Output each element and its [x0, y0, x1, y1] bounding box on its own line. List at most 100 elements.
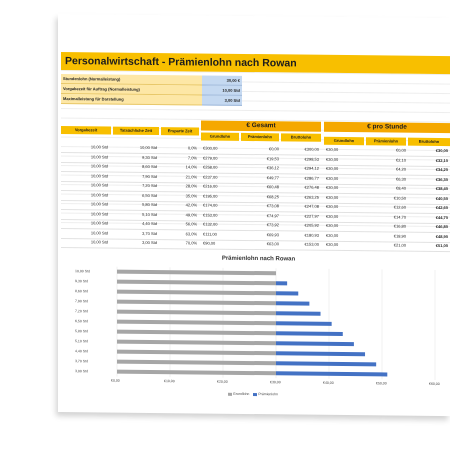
- table-cell[interactable]: 14,0%: [185, 164, 197, 170]
- table-cell[interactable]: €30,00: [326, 213, 339, 219]
- table-cell[interactable]: 70,0%: [185, 240, 197, 246]
- table-cell[interactable]: €40,50: [435, 195, 448, 201]
- table-cell[interactable]: €34,20: [435, 166, 448, 173]
- table-cell[interactable]: 3,70 Std: [142, 230, 157, 236]
- table-cell[interactable]: €8,40: [395, 185, 406, 191]
- table-cell[interactable]: €60,48: [266, 184, 279, 190]
- table-cell[interactable]: 4,40 Std: [142, 220, 157, 227]
- table-cell[interactable]: €111,00: [203, 231, 217, 237]
- table-cell[interactable]: €30,00: [326, 241, 339, 247]
- table-cell[interactable]: 10,00 Std: [90, 191, 108, 198]
- table-cell[interactable]: 6,50 Std: [142, 192, 157, 198]
- table-cell[interactable]: €30,00: [435, 147, 448, 154]
- table-cell[interactable]: €30,00: [326, 184, 339, 190]
- table-cell[interactable]: €30,00: [326, 165, 339, 171]
- table-cell[interactable]: 3,00 Std: [142, 239, 157, 246]
- table-cell[interactable]: €10,50: [393, 195, 406, 201]
- param-value[interactable]: 30,00 €: [202, 75, 242, 86]
- table-cell[interactable]: €69,93: [266, 231, 279, 237]
- table-cell[interactable]: €46,80: [435, 223, 448, 230]
- table-cell[interactable]: €18,90: [393, 233, 406, 239]
- table-cell[interactable]: €90,00: [203, 240, 216, 246]
- table-cell[interactable]: €276,48: [304, 184, 319, 190]
- table-cell[interactable]: €74,97: [266, 212, 279, 218]
- table-cell[interactable]: €73,08: [266, 203, 279, 209]
- table-cell[interactable]: 10,00 Std: [90, 163, 108, 169]
- table-cell[interactable]: €48,90: [435, 233, 448, 239]
- table-cell[interactable]: 10,00 Std: [90, 172, 108, 179]
- table-cell[interactable]: 10,00 Std: [90, 239, 108, 245]
- param-value[interactable]: 10,00 Std: [202, 85, 242, 96]
- table-cell[interactable]: 10,00 Std: [90, 229, 108, 236]
- table-cell[interactable]: 10,00 Std: [90, 210, 108, 217]
- table-cell[interactable]: €63,00: [266, 241, 279, 247]
- table-cell[interactable]: €258,00: [203, 164, 218, 170]
- table-cell[interactable]: €300,00: [203, 145, 218, 151]
- table-cell[interactable]: €30,00: [326, 156, 339, 162]
- table-cell[interactable]: €30,00: [326, 175, 339, 181]
- table-cell[interactable]: €2,10: [395, 157, 406, 163]
- table-cell[interactable]: €263,25: [304, 194, 319, 200]
- table-cell[interactable]: €227,97: [304, 213, 319, 219]
- table-cell[interactable]: €298,53: [304, 156, 319, 162]
- table-cell[interactable]: 10,00 Std: [90, 182, 108, 188]
- table-cell[interactable]: €14,70: [393, 214, 406, 220]
- table-cell[interactable]: €195,00: [203, 193, 218, 199]
- table-cell[interactable]: €0,00: [268, 146, 279, 152]
- table-cell[interactable]: 35,0%: [185, 192, 197, 198]
- table-cell[interactable]: €30,00: [326, 194, 339, 200]
- table-cell[interactable]: 10,00 Std: [90, 201, 108, 207]
- table-cell[interactable]: 5,10 Std: [142, 211, 157, 217]
- table-cell[interactable]: €153,00: [304, 241, 319, 247]
- table-cell[interactable]: 21,0%: [185, 173, 197, 179]
- table-cell[interactable]: €174,00: [203, 202, 218, 208]
- table-cell[interactable]: €180,93: [304, 232, 319, 238]
- table-cell[interactable]: €12,60: [393, 204, 406, 210]
- table-cell[interactable]: €36,30: [435, 176, 448, 182]
- table-cell[interactable]: €30,00: [326, 146, 339, 152]
- table-cell[interactable]: €30,00: [326, 222, 339, 228]
- table-cell[interactable]: €205,92: [304, 222, 319, 228]
- table-cell[interactable]: 10,00 Std: [90, 144, 108, 150]
- table-cell[interactable]: €49,77: [266, 174, 279, 180]
- table-cell[interactable]: €51,00: [435, 242, 448, 249]
- table-cell[interactable]: 10,00 Std: [90, 220, 108, 226]
- table-cell[interactable]: €38,40: [435, 185, 448, 192]
- table-cell[interactable]: €216,00: [203, 183, 218, 189]
- table-cell[interactable]: 7,20 Std: [142, 182, 157, 189]
- table-cell[interactable]: 28,0%: [185, 183, 197, 189]
- table-cell[interactable]: 10,00 Std: [90, 153, 108, 160]
- table-cell[interactable]: 9,30 Std: [142, 154, 157, 160]
- table-cell[interactable]: 10,00 Std: [139, 144, 157, 151]
- table-cell[interactable]: €247,08: [304, 203, 319, 209]
- table-cell[interactable]: 7,0%: [187, 154, 197, 160]
- table-cell[interactable]: 0,0%: [187, 145, 197, 151]
- table-cell[interactable]: €73,92: [266, 222, 279, 228]
- table-cell[interactable]: €68,25: [266, 193, 279, 199]
- table-cell[interactable]: 8,60 Std: [142, 163, 157, 170]
- table-cell[interactable]: 56,0%: [185, 221, 197, 227]
- table-cell[interactable]: €294,12: [304, 165, 319, 171]
- table-cell[interactable]: €16,80: [393, 223, 406, 229]
- table-cell[interactable]: €19,53: [266, 155, 279, 161]
- table-cell[interactable]: €36,12: [266, 165, 279, 171]
- param-value[interactable]: 3,00 Std: [202, 95, 242, 106]
- table-cell[interactable]: €153,00: [203, 212, 218, 218]
- table-cell[interactable]: €44,70: [435, 214, 448, 220]
- table-cell[interactable]: €0,00: [395, 147, 406, 153]
- table-cell[interactable]: €30,00: [326, 232, 339, 238]
- table-cell[interactable]: €6,30: [395, 176, 406, 182]
- table-cell[interactable]: 7,90 Std: [142, 173, 157, 179]
- table-cell[interactable]: 63,0%: [185, 230, 197, 236]
- table-cell[interactable]: 42,0%: [185, 202, 197, 208]
- table-cell[interactable]: €21,00: [393, 242, 406, 248]
- table-cell[interactable]: €300,00: [304, 146, 319, 152]
- table-cell[interactable]: €132,00: [203, 221, 218, 227]
- table-cell[interactable]: €42,60: [435, 204, 448, 211]
- table-cell[interactable]: €279,00: [203, 155, 218, 161]
- table-cell[interactable]: €237,00: [203, 174, 218, 180]
- table-cell[interactable]: €4,20: [395, 166, 406, 172]
- table-cell[interactable]: €32,10: [435, 157, 448, 163]
- table-cell[interactable]: 49,0%: [185, 211, 197, 217]
- table-cell[interactable]: €30,00: [326, 203, 339, 209]
